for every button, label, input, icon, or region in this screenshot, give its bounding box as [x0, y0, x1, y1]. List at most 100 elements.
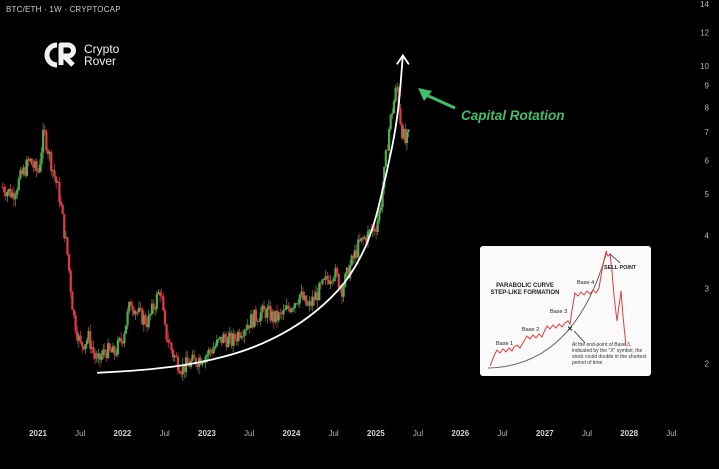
candle-body [144, 315, 147, 324]
candle-body [267, 306, 270, 309]
candle-body [233, 333, 236, 340]
candle-body [238, 331, 241, 339]
candle-body [301, 291, 305, 300]
candle-body [232, 333, 235, 346]
candle-body [272, 311, 275, 323]
annotation-arrow-head [418, 88, 432, 101]
candle-body [396, 87, 399, 89]
candle-body [129, 301, 132, 307]
candle-body [298, 294, 301, 304]
candle-body [58, 182, 61, 202]
x-tick-label: Jul [244, 429, 254, 438]
inset-base-4: Base 4 [577, 280, 595, 286]
inset-base-1: Base 1 [496, 341, 514, 347]
candle-body [66, 237, 69, 255]
candle-body [74, 315, 77, 332]
candle-body [6, 191, 9, 197]
candle-body [38, 164, 41, 173]
candle-body [53, 170, 56, 177]
candle-body [12, 192, 16, 200]
candle-body [405, 131, 409, 144]
candle-body [337, 273, 340, 288]
candle-body [300, 291, 303, 295]
candle-body [165, 324, 168, 340]
brand-line-2: Rover [84, 54, 117, 68]
candle-body [202, 362, 206, 364]
candle-body [176, 356, 180, 371]
candle-body [94, 352, 97, 359]
candle-body [95, 357, 98, 359]
candle-body [97, 353, 100, 358]
candle-body [336, 268, 339, 274]
candle-body [269, 306, 272, 321]
candle-body [327, 279, 331, 285]
candle-body [40, 152, 43, 165]
candle-body [25, 159, 28, 176]
candle-body [293, 303, 296, 308]
candle-body [136, 311, 139, 313]
candle-body [274, 310, 277, 323]
candle-body [160, 295, 163, 297]
candle-body [87, 330, 90, 341]
candle-body [223, 334, 227, 339]
candle-body [116, 340, 119, 355]
candle-body [163, 310, 167, 325]
candle-body [162, 296, 165, 311]
candle-body [391, 113, 394, 115]
candle-body [158, 291, 162, 296]
candle-body [392, 101, 396, 114]
candle-body [323, 279, 326, 280]
candle-body [77, 335, 80, 341]
candle-body [275, 310, 279, 321]
candle-body [230, 332, 233, 346]
candle-body [321, 279, 324, 284]
candles-layer [1, 82, 410, 381]
candle-body [33, 161, 37, 168]
candle-body [111, 346, 115, 353]
y-tick-label: 7 [705, 128, 710, 137]
candle-body [194, 358, 197, 365]
candle-body [357, 239, 360, 258]
candle-body [347, 267, 350, 279]
candle-body [227, 336, 230, 348]
candle-body [63, 213, 66, 239]
candle-body [167, 339, 170, 343]
candle-body [285, 305, 288, 310]
candle-body [324, 275, 327, 280]
candle-body [103, 349, 106, 353]
candle-body [290, 308, 293, 313]
inset-title-line-1: PARABOLIC CURVE [496, 283, 554, 289]
candle-body [29, 158, 32, 161]
x-tick-label: Jul [413, 429, 423, 438]
brand-line-1: Crypto [84, 42, 120, 56]
candle-body [207, 349, 210, 355]
x-tick-label: Jul [666, 429, 676, 438]
candle-body [50, 152, 53, 172]
candle-body [318, 283, 321, 301]
candle-body [27, 159, 30, 161]
candle-body [102, 349, 105, 356]
x-tick-label: 2027 [536, 429, 554, 438]
y-tick-label: 12 [700, 28, 709, 37]
candle-body [79, 335, 82, 342]
candle-body [134, 311, 137, 315]
candle-body [363, 237, 366, 239]
candle-body [56, 182, 59, 184]
candle-body [108, 343, 111, 350]
candle-body [72, 309, 76, 316]
x-tick-label: 2023 [198, 429, 216, 438]
candle-body [186, 357, 189, 364]
candle-body [89, 330, 92, 349]
candle-body [183, 364, 186, 373]
candle-body [350, 255, 353, 266]
candle-body [24, 167, 27, 176]
candle-body [85, 340, 89, 345]
inset-title-line-2: STEP-LIKE FORMATION [490, 290, 560, 296]
inset-price-line [489, 250, 627, 367]
candle-body [228, 332, 232, 337]
candle-body [90, 347, 93, 349]
y-tick-label: 4 [705, 231, 710, 240]
candle-body [168, 342, 171, 344]
candle-body [181, 364, 184, 375]
